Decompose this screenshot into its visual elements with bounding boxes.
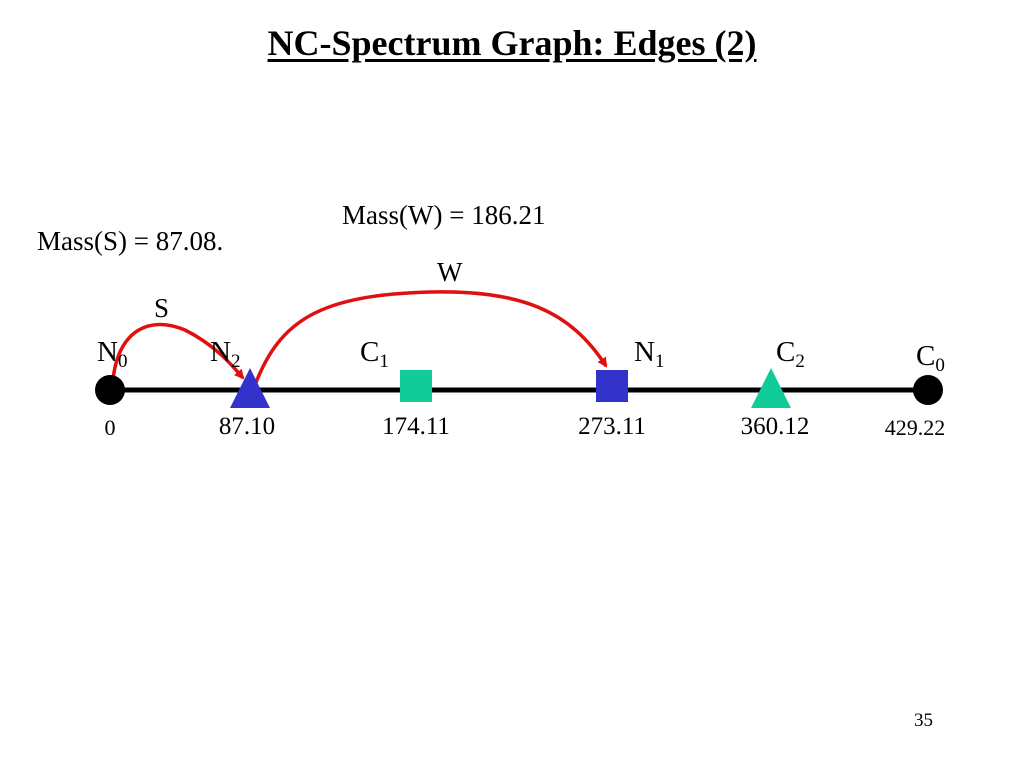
node-c1-label: C1: [360, 336, 389, 372]
node-c2-value: 360.12: [740, 413, 810, 440]
slide-title: NC-Spectrum Graph: Edges (2): [267, 23, 757, 63]
node-c1-value: 174.11: [382, 413, 450, 440]
node-c0-value: 429.22: [884, 415, 946, 440]
node-c1-marker: [400, 370, 432, 402]
edge-w-label: W: [437, 257, 463, 287]
node-n2-marker: [230, 368, 270, 408]
node-n2-value: 87.10: [218, 413, 276, 440]
mass-s-annotation: Mass(S) = 87.08.: [37, 226, 224, 256]
node-c0-label: C0: [916, 340, 945, 376]
edge-s-label: S: [154, 293, 170, 323]
page-number: 35: [914, 710, 933, 731]
node-n0-marker: [95, 375, 125, 405]
node-n1-label: N1: [634, 336, 665, 372]
node-c0-marker: [913, 375, 943, 405]
edge-s-arrow: [111, 322, 245, 381]
mass-w-annotation: Mass(W) = 186.21: [342, 200, 546, 230]
edge-w-arrow: [253, 290, 608, 386]
node-n2-label: N2: [210, 336, 241, 372]
node-n0-value: 0: [104, 415, 116, 440]
node-n1-marker: [596, 370, 628, 402]
node-n0-label: N0: [97, 336, 128, 372]
node-c2-marker: [751, 368, 791, 408]
node-n1-value: 273.11: [578, 413, 646, 440]
node-c2-label: C2: [776, 336, 805, 372]
